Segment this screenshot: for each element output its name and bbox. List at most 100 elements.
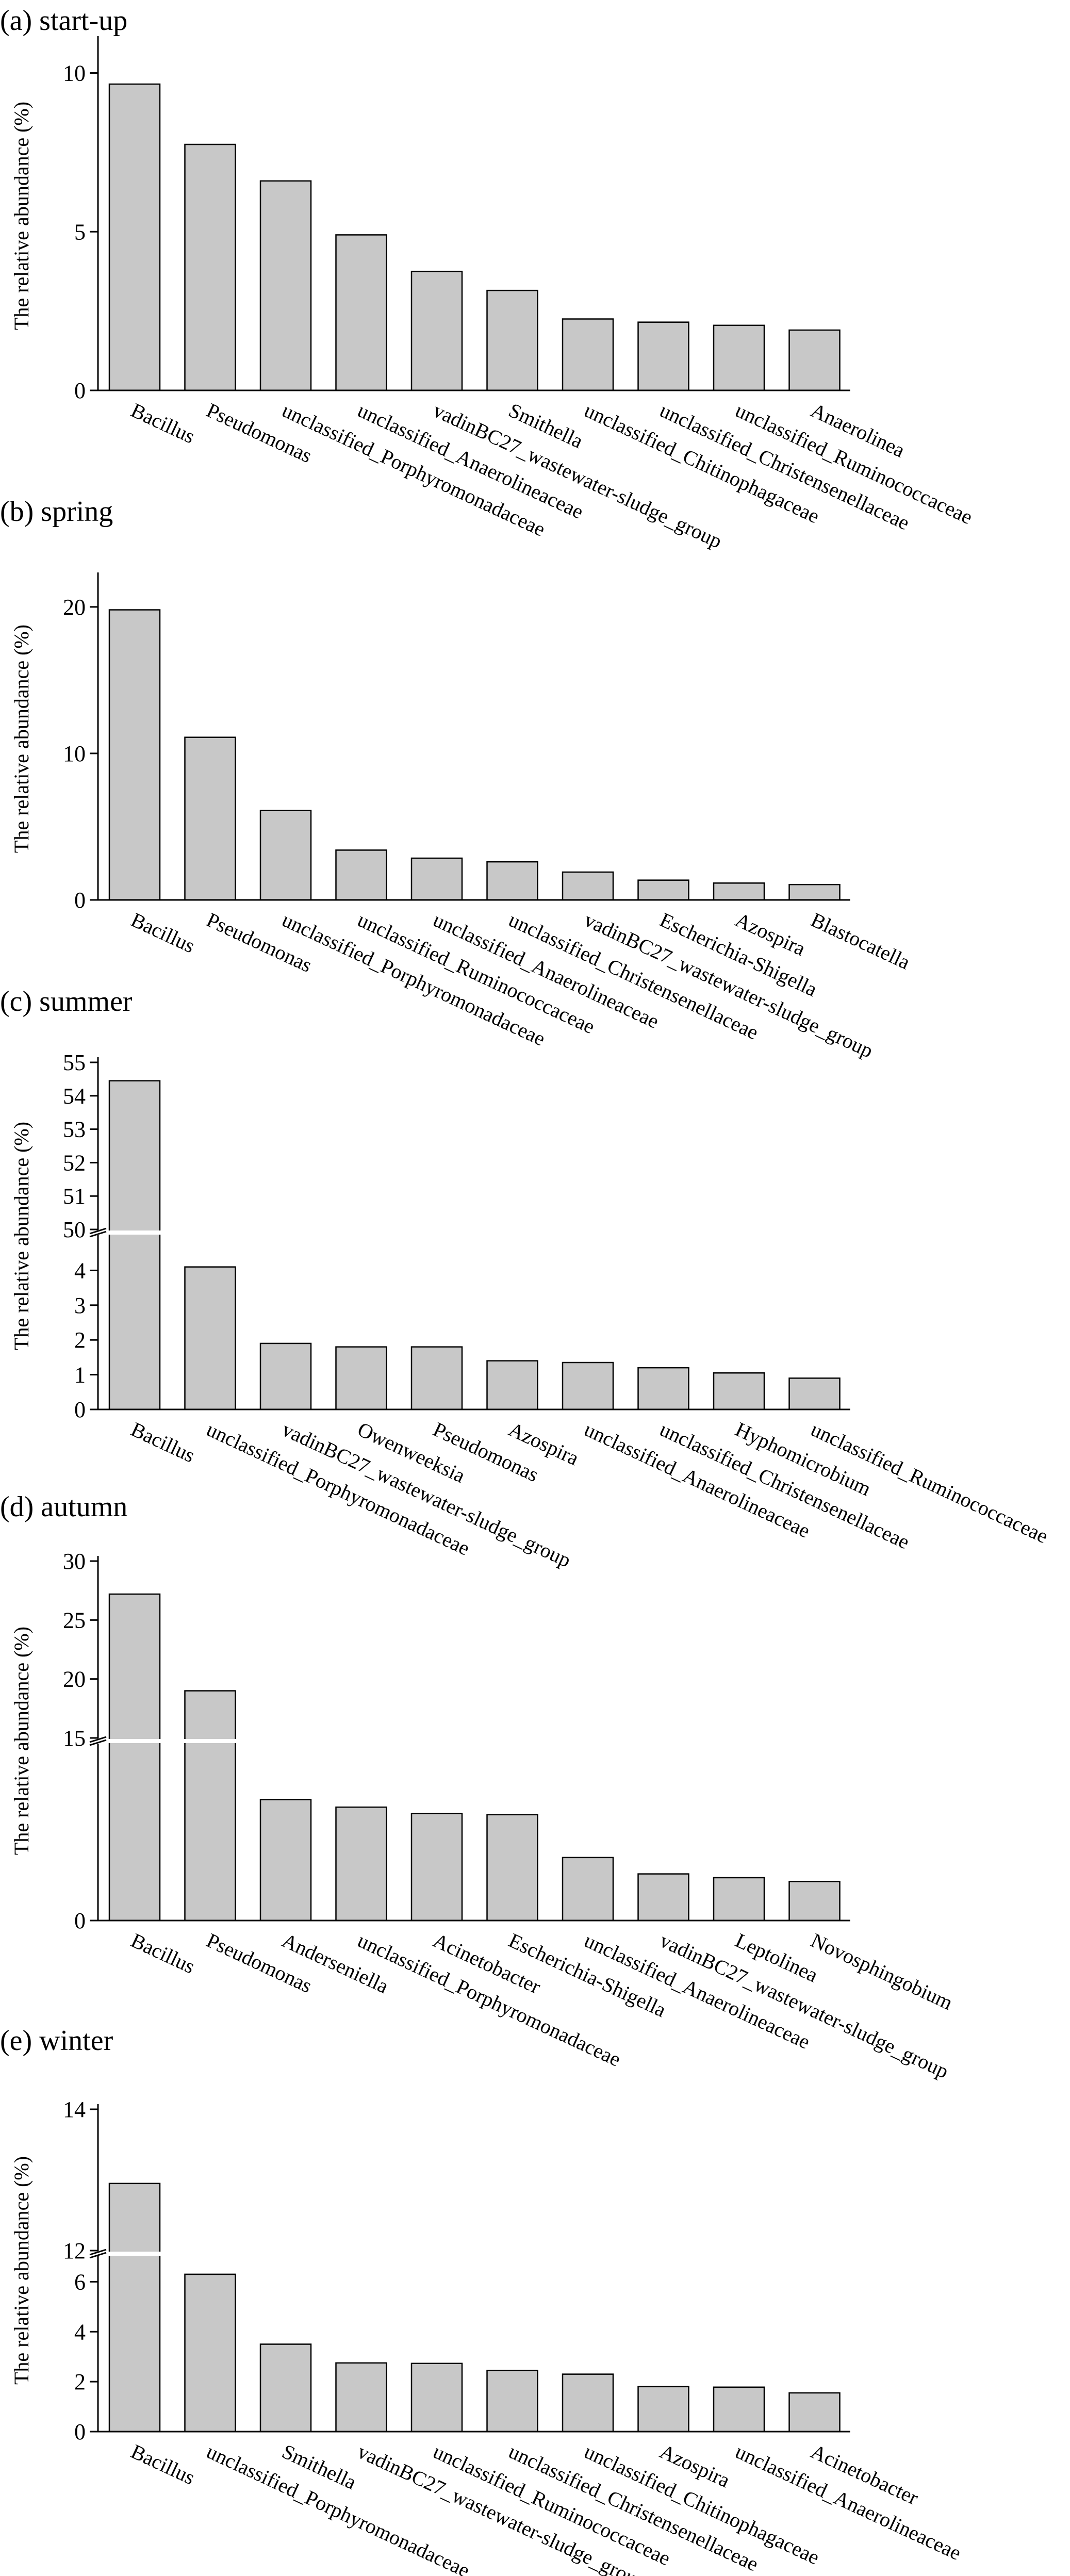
chart-3-y-tick-label: 4 [74, 1258, 86, 1283]
chart-2-x-category-label: Blastocatella [808, 908, 914, 974]
chart-3-bar [410, 1346, 463, 1410]
chart-4-bar-break [183, 1739, 237, 1743]
chart-2-bar [788, 883, 841, 901]
chart-5-y-tick-label: 4 [74, 2319, 86, 2344]
chart-2-bar [108, 609, 161, 901]
chart-3-bar [788, 1377, 841, 1410]
chart-2-bar [410, 857, 463, 901]
chart-1-bar [259, 180, 312, 391]
chart-5-y-tick-label: 14 [63, 2097, 86, 2122]
chart-3-title: (c) summer [0, 986, 133, 1018]
chart-2-title: (b) spring [0, 496, 113, 528]
chart-3-bar [184, 1266, 236, 1410]
chart-1-bar [108, 83, 161, 391]
chart-4-bar [108, 1593, 161, 1922]
chart-3-y-tick-label: 1 [74, 1363, 86, 1388]
chart-5-bar [184, 2273, 236, 2433]
chart-1-bar [788, 329, 841, 391]
chart-3-y-tick-label: 0 [74, 1397, 86, 1422]
chart-3-y-tick-label: 51 [63, 1184, 86, 1209]
chart-4-x-category-label: Novosphingobium [808, 1928, 957, 2014]
chart-2-bar [486, 861, 538, 901]
chart-3-y-tick-label: 52 [63, 1150, 86, 1175]
chart-3-y-label: The relative abundance (%) [10, 1122, 33, 1350]
chart-2-bar [637, 879, 689, 901]
chart-5-title: (e) winter [0, 2025, 113, 2057]
chart-5-bar [335, 2362, 387, 2433]
chart-3-break-mark-upper [89, 1227, 107, 1235]
chart-2-y-tick-label: 20 [63, 595, 86, 620]
chart-3-break-gap [88, 1230, 108, 1235]
chart-1-bar [713, 324, 765, 391]
chart-3-bar [108, 1080, 161, 1410]
chart-4-bar [713, 1877, 765, 1922]
chart-3-bar [486, 1360, 538, 1410]
chart-4-x-category-label: vadinBC27_wastewater-sludge_group [656, 1928, 952, 2083]
chart-4-bar [788, 1881, 841, 1922]
chart-2-bar [335, 849, 387, 901]
chart-3-break-mark-lower [89, 1230, 107, 1238]
chart-3-y-tick-label: 3 [74, 1293, 86, 1318]
chart-4-bar [637, 1873, 689, 1922]
chart-1-bar [184, 143, 236, 391]
chart-3-bar [259, 1342, 312, 1410]
chart-2-bar [259, 810, 312, 901]
chart-4-bar [259, 1799, 312, 1922]
chart-2-bar [184, 736, 236, 901]
chart-5-y-tick-label: 12 [63, 2238, 86, 2263]
chart-4-y-tick-label: 15 [63, 1726, 86, 1751]
chart-5-y-tick-label: 0 [74, 2419, 86, 2444]
chart-1-x-category-label: Bacillus [127, 398, 199, 448]
chart-4-bar [335, 1806, 387, 1922]
chart-4-bar [562, 1857, 614, 1922]
chart-2-y-tick-label: 0 [74, 888, 86, 913]
chart-3-y-tick-label: 2 [74, 1327, 86, 1353]
chart-5-bar [410, 2362, 463, 2433]
chart-1-bar [637, 321, 689, 391]
chart-4-bar-break [108, 1739, 161, 1743]
chart-3-x-category-label: Bacillus [127, 1417, 199, 1467]
chart-5-bar-break [108, 2252, 161, 2256]
chart-4-y-tick-label: 20 [63, 1667, 86, 1692]
chart-2-bar [562, 871, 614, 901]
chart-4-bar [184, 1690, 236, 1922]
chart-1-bar [562, 318, 614, 391]
chart-1-y-label: The relative abundance (%) [10, 102, 33, 330]
chart-5-break-mark-lower [89, 2252, 107, 2259]
chart-4-break-mark-upper [89, 1736, 107, 1743]
chart-5-x-category-label: Bacillus [127, 2439, 199, 2489]
chart-2-y-tick-label: 10 [63, 741, 86, 766]
chart-4-y-tick-label: 25 [63, 1607, 86, 1633]
chart-5-bar [259, 2343, 312, 2433]
chart-5-y-tick-label: 2 [74, 2369, 86, 2394]
chart-5-bar [788, 2392, 841, 2433]
chart-1-bar [410, 270, 463, 391]
chart-2-bar [713, 882, 765, 901]
chart-5-bar [713, 2386, 765, 2433]
chart-3-bar [335, 1346, 387, 1410]
chart-4-y-tick-label: 0 [74, 1908, 86, 1933]
chart-2-x-category-label: Bacillus [127, 908, 199, 957]
chart-1-y-tick-label: 0 [74, 378, 86, 403]
chart-1-y-tick-label: 5 [74, 219, 86, 244]
chart-3-bar [637, 1367, 689, 1410]
chart-1-bar [335, 234, 387, 391]
chart-4-title: (d) autumn [0, 1491, 127, 1523]
chart-5-bar [108, 2183, 161, 2433]
chart-5-y-tick-label: 6 [74, 2269, 86, 2294]
chart-3-y-tick-label: 53 [63, 1117, 86, 1142]
chart-2-y-label: The relative abundance (%) [10, 625, 33, 853]
chart-4-break-gap [88, 1738, 108, 1744]
chart-3-bar [562, 1361, 614, 1410]
chart-5-bar [637, 2386, 689, 2433]
chart-5-y-label: The relative abundance (%) [10, 2156, 33, 2385]
chart-5-bar [486, 2370, 538, 2433]
chart-4-bar [486, 1814, 538, 1922]
chart-4-bar [410, 1813, 463, 1922]
chart-1-title: (a) start-up [0, 5, 127, 37]
chart-4-y-label: The relative abundance (%) [10, 1627, 33, 1855]
chart-3-bar [713, 1372, 765, 1410]
chart-3-y-tick-label: 54 [63, 1084, 86, 1109]
chart-4-x-category-label: Bacillus [127, 1928, 199, 1978]
